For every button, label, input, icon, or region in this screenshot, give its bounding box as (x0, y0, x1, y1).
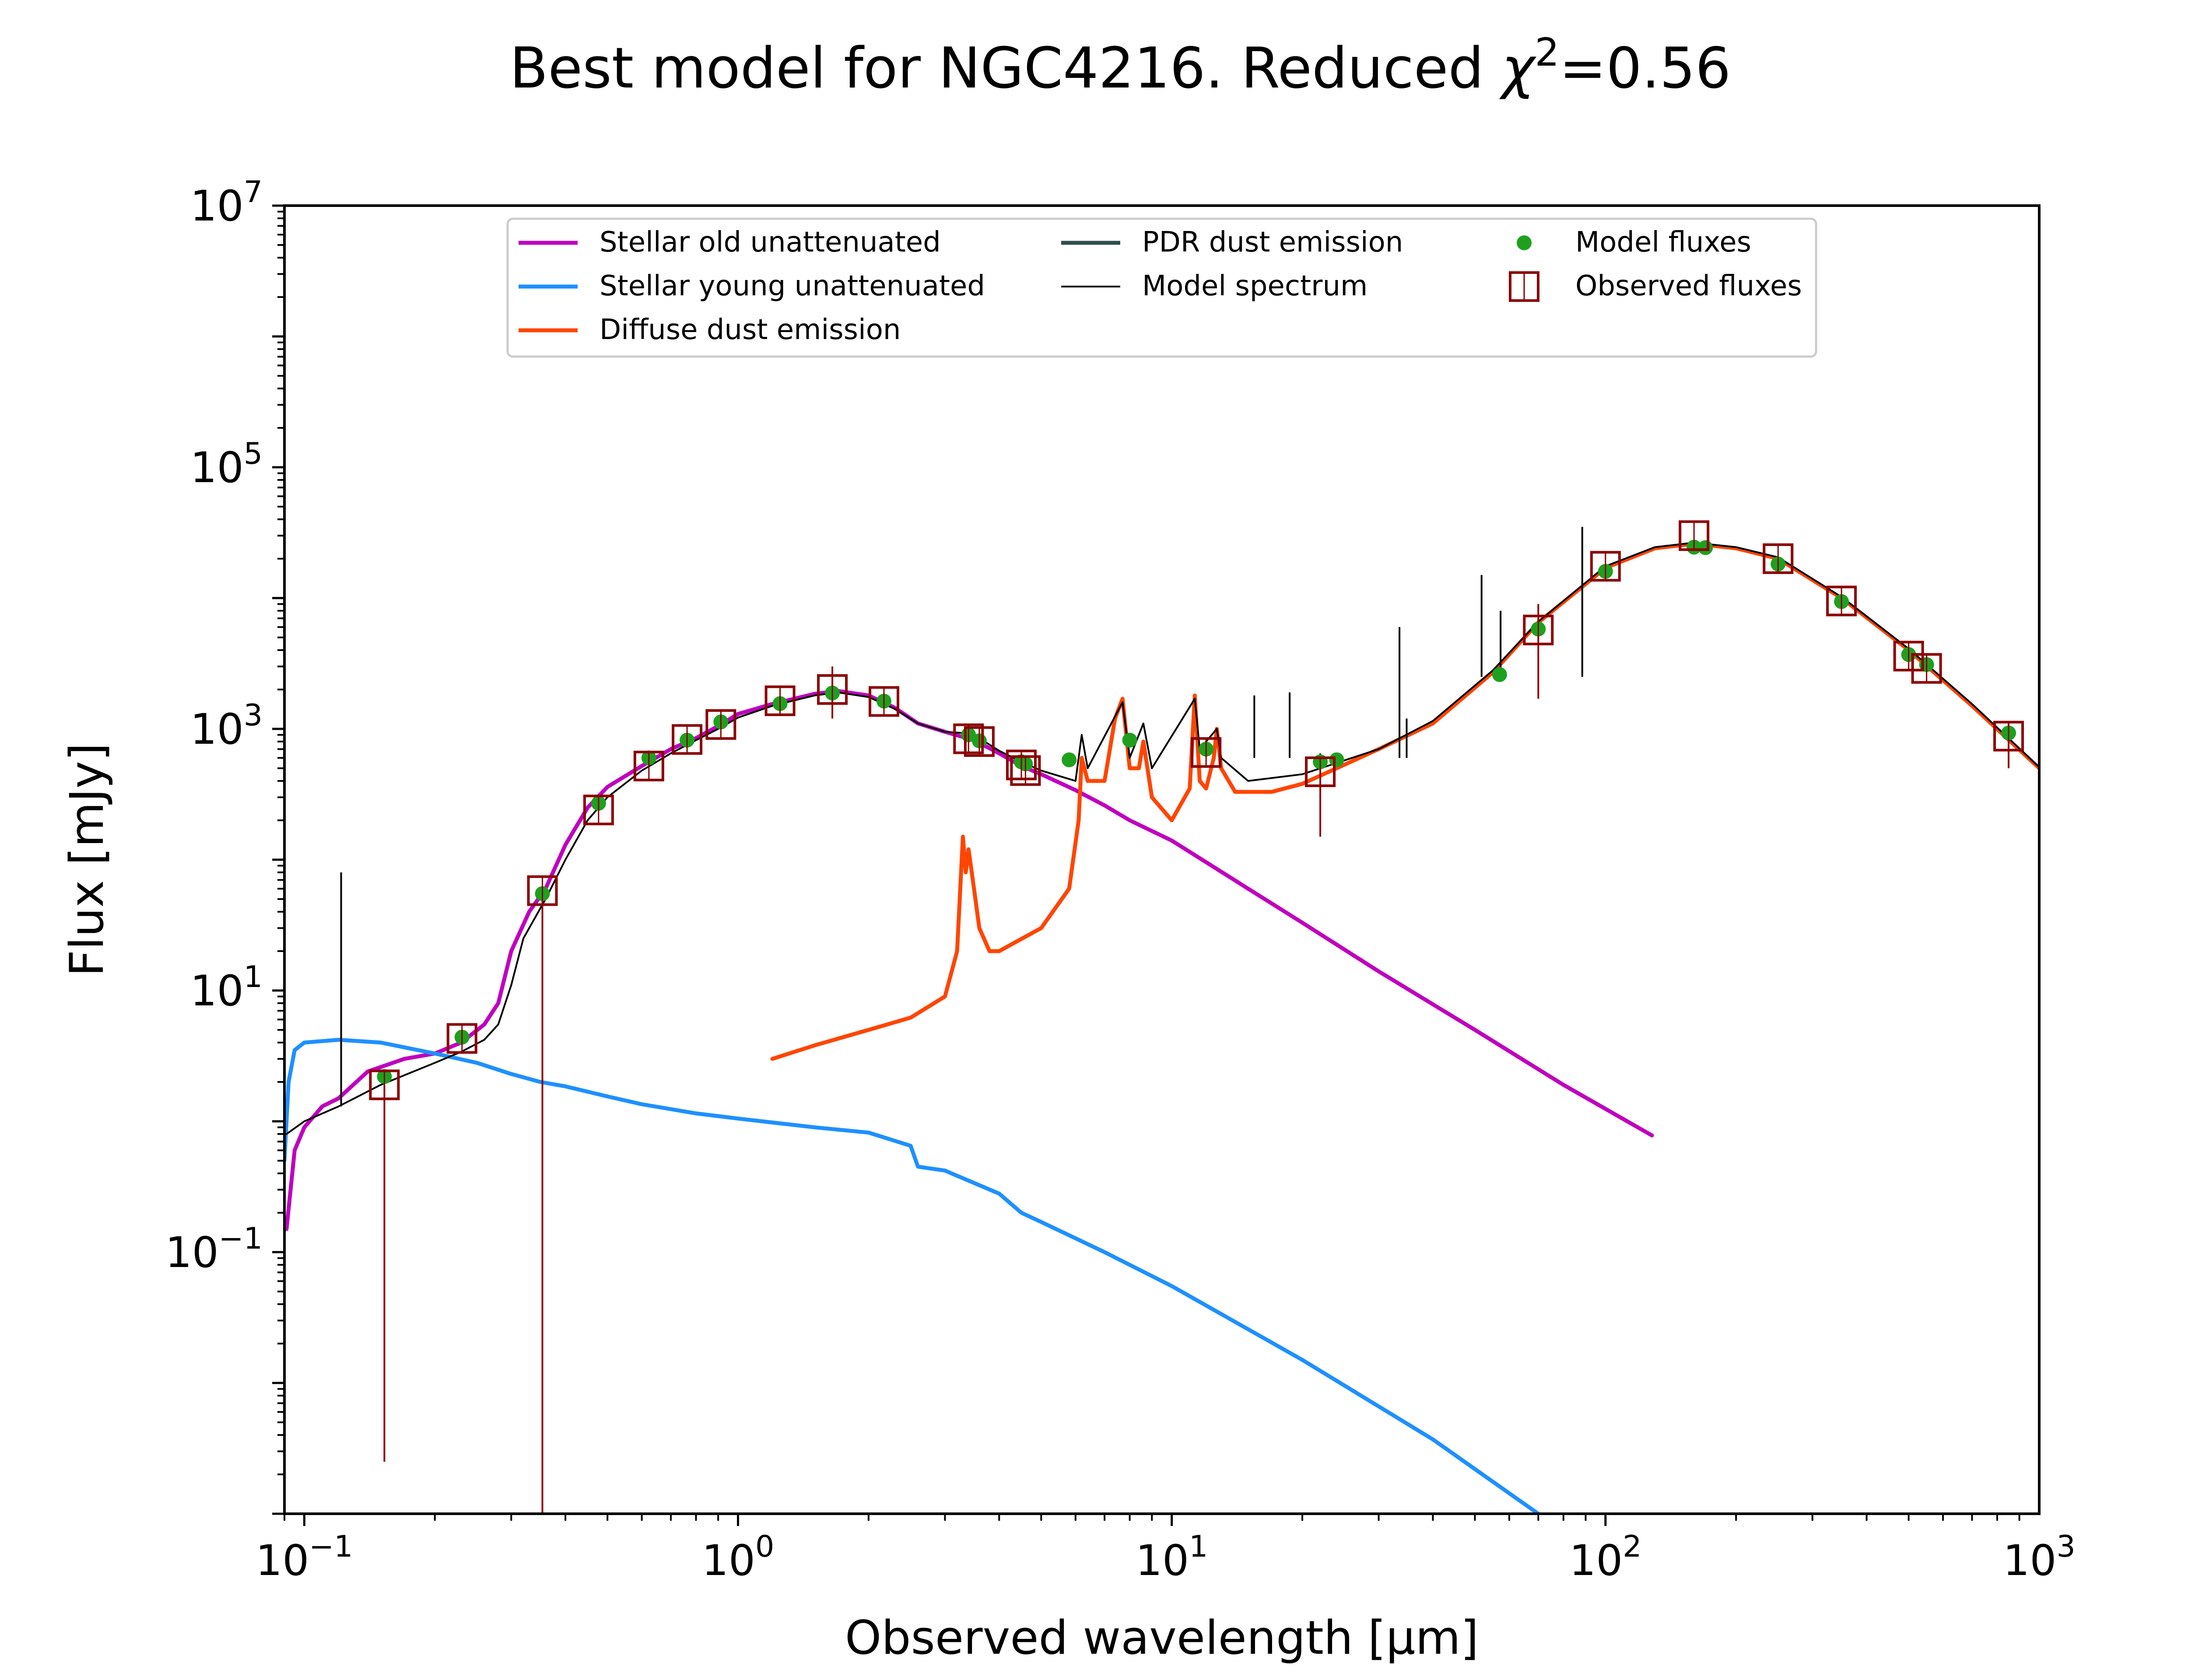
y-tick-exponent: 5 (244, 437, 263, 471)
chart-title-chi-symbol: χ (1499, 36, 1536, 101)
y-tick-exponent: 7 (244, 175, 263, 210)
y-tick-base: 10 (190, 443, 244, 492)
x-tick-label: 10−1 (256, 1530, 353, 1585)
y-tick-label: 105 (190, 437, 263, 492)
x-tick-label: 102 (1569, 1530, 1641, 1585)
x-tick-label: 101 (1136, 1530, 1208, 1585)
x-tick-base: 10 (2003, 1536, 2056, 1585)
legend-label-model-spectrum: Model spectrum (1142, 270, 1368, 302)
legend-label-diffuse-dust-emission: Diffuse dust emission (600, 314, 901, 346)
x-tick-base: 10 (702, 1536, 755, 1585)
y-tick-base: 10 (190, 705, 244, 754)
model-flux-point (1329, 752, 1344, 767)
model-flux-point (1062, 752, 1077, 767)
x-tick-exponent: 0 (755, 1530, 774, 1564)
x-tick-label: 100 (702, 1530, 774, 1585)
y-tick-exponent: 1 (244, 960, 263, 994)
model-flux-point (1122, 732, 1137, 748)
model-flux-point (1698, 540, 1713, 555)
y-tick-exponent: −1 (219, 1222, 263, 1256)
y-tick-label: 103 (190, 698, 263, 754)
x-tick-exponent: −1 (309, 1530, 353, 1564)
legend-label-observed-fluxes: Observed fluxes (1575, 270, 1802, 302)
legend-box (506, 217, 1817, 358)
chart-title-chi-value: =0.56 (1559, 36, 1731, 101)
x-tick-base: 10 (256, 1536, 309, 1585)
y-tick-base: 10 (165, 1228, 219, 1277)
plot-area (284, 520, 2039, 1514)
legend-swatch-model-fluxes (1517, 235, 1532, 250)
y-tick-base: 10 (190, 966, 244, 1015)
y-tick-label: 107 (190, 175, 263, 231)
y-axis-label: Flux [mJy] (60, 743, 114, 976)
chart-title-main: Best model for NGC4216. Reduced (510, 36, 1502, 101)
x-tick-base: 10 (1569, 1536, 1623, 1585)
x-axis: 10−1 100 101 102 103 (256, 1514, 2076, 1585)
series-line-stellar-young-unattenuated (284, 1038, 1540, 1514)
y-tick-label: 101 (190, 960, 263, 1015)
y-tick-base: 10 (190, 182, 244, 231)
x-tick-base: 10 (1136, 1536, 1189, 1585)
y-tick-label: 10−1 (165, 1222, 263, 1277)
chart-title-chi-exp: 2 (1535, 30, 1559, 75)
legend-label-stellar-old-unattenuated: Stellar old unattenuated (600, 226, 941, 259)
legend-label-model-fluxes: Model fluxes (1575, 226, 1751, 259)
legend-label-pdr-dust-emission: PDR dust emission (1142, 226, 1403, 259)
model-flux-point (1492, 667, 1507, 682)
legend: Stellar old unattenuated Stellar young un… (506, 217, 1817, 358)
x-tick-exponent: 2 (1623, 1530, 1641, 1564)
x-tick-exponent: 3 (2056, 1530, 2075, 1564)
legend-label-stellar-young-unattenuated: Stellar young unattenuated (600, 270, 985, 302)
chart-title: Best model for NGC4216. Reduced χ2=0.56 (510, 30, 1731, 101)
y-tick-exponent: 3 (244, 698, 263, 733)
x-tick-label: 103 (2003, 1530, 2075, 1585)
x-tick-exponent: 1 (1189, 1530, 1208, 1564)
x-axis-label: Observed wavelength [μm] (845, 1611, 1479, 1665)
